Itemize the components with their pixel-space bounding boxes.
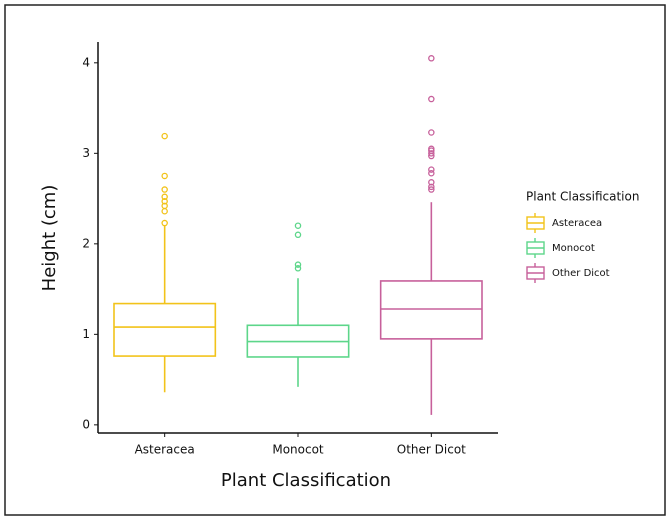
- y-tick-label: 4: [82, 55, 90, 69]
- outlier: [161, 193, 168, 201]
- outlier: [428, 186, 435, 193]
- legend-label: Other Dicot: [552, 268, 610, 279]
- outlier: [161, 172, 168, 180]
- outlier: [428, 129, 435, 136]
- y-tick-label: 1: [82, 327, 90, 341]
- legend-title: Plant Classification: [526, 190, 639, 204]
- legend-label: Asteracea: [552, 218, 602, 229]
- x-axis-title: Plant Classification: [221, 470, 391, 491]
- box: [379, 280, 483, 340]
- outlier: [428, 145, 435, 153]
- outlier: [161, 186, 168, 193]
- x-tick-label: Other Dicot: [397, 443, 466, 457]
- x-tick-label: Monocot: [272, 443, 324, 457]
- legend-label: Monocot: [552, 243, 595, 254]
- outlier: [294, 265, 302, 272]
- outlier: [161, 132, 168, 140]
- y-tick-label: 0: [82, 417, 90, 431]
- outlier: [161, 219, 168, 227]
- outlier: [428, 166, 435, 173]
- box: [113, 302, 217, 357]
- outlier: [428, 55, 435, 62]
- y-tick-label: 3: [82, 146, 90, 160]
- outlier: [428, 95, 435, 103]
- outlier: [428, 169, 435, 177]
- y-axis-title: Height (cm): [39, 185, 60, 292]
- outlier: [294, 261, 302, 268]
- frame: [4, 4, 666, 516]
- outlier: [428, 179, 435, 186]
- outlier: [428, 183, 435, 191]
- outlier: [161, 208, 168, 215]
- outlier: [294, 222, 302, 229]
- y-tick-label: 2: [82, 236, 90, 250]
- outlier: [161, 198, 168, 205]
- outlier: [294, 231, 302, 239]
- x-tick-label: Asteracea: [135, 443, 195, 457]
- outlier: [428, 150, 435, 157]
